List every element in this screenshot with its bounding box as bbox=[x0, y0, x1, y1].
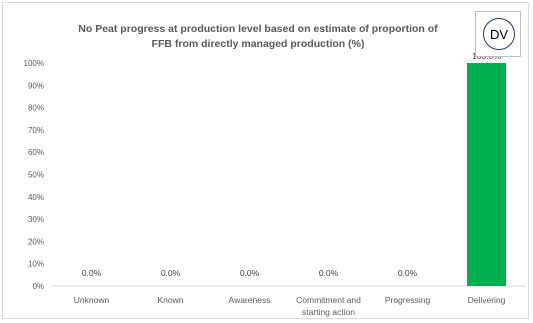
y-tick-label: 40% bbox=[28, 193, 44, 202]
chart-title-line-2: FFB from directly managed production (%) bbox=[152, 38, 365, 50]
dv-badge-label: DV bbox=[483, 18, 515, 50]
y-tick-label: 10% bbox=[28, 260, 44, 269]
bars bbox=[467, 63, 506, 286]
data-label: 0.0% bbox=[240, 268, 260, 278]
y-tick-label: 70% bbox=[28, 126, 44, 135]
x-category-label: Delivering bbox=[468, 295, 506, 305]
x-category-label: Unknown bbox=[74, 295, 110, 305]
y-axis-ticks: 0% 10% 20% 30% 40% 50% 60% 70% 80% 90% 100% bbox=[24, 59, 44, 291]
x-category-label: Commitment and bbox=[296, 295, 361, 305]
x-category-label: Progressing bbox=[385, 295, 431, 305]
data-labels: 0.0%0.0%0.0%0.0%0.0%100.0% bbox=[82, 51, 502, 278]
chart-title-line-1: No Peat progress at production level bas… bbox=[78, 23, 438, 35]
y-tick-label: 20% bbox=[28, 237, 44, 246]
data-label: 0.0% bbox=[398, 268, 418, 278]
bar bbox=[467, 63, 506, 286]
y-tick-label: 90% bbox=[28, 81, 44, 90]
y-tick-label: 50% bbox=[28, 171, 44, 180]
chart-frame bbox=[2, 2, 529, 319]
dv-badge: DV bbox=[475, 11, 521, 57]
data-label: 0.0% bbox=[161, 268, 181, 278]
y-tick-label: 30% bbox=[28, 215, 44, 224]
y-tick-label: 60% bbox=[28, 148, 44, 157]
data-label: 0.0% bbox=[319, 268, 339, 278]
y-tick-label: 0% bbox=[32, 282, 44, 291]
data-label: 0.0% bbox=[82, 268, 102, 278]
x-axis-labels: Unknown Known Awareness Commitment and start… bbox=[74, 295, 506, 317]
x-category-label: Awareness bbox=[229, 295, 271, 305]
y-tick-label: 80% bbox=[28, 104, 44, 113]
x-category-label: Known bbox=[158, 295, 184, 305]
y-tick-label: 100% bbox=[24, 59, 44, 68]
x-category-label: starting action bbox=[302, 307, 355, 317]
